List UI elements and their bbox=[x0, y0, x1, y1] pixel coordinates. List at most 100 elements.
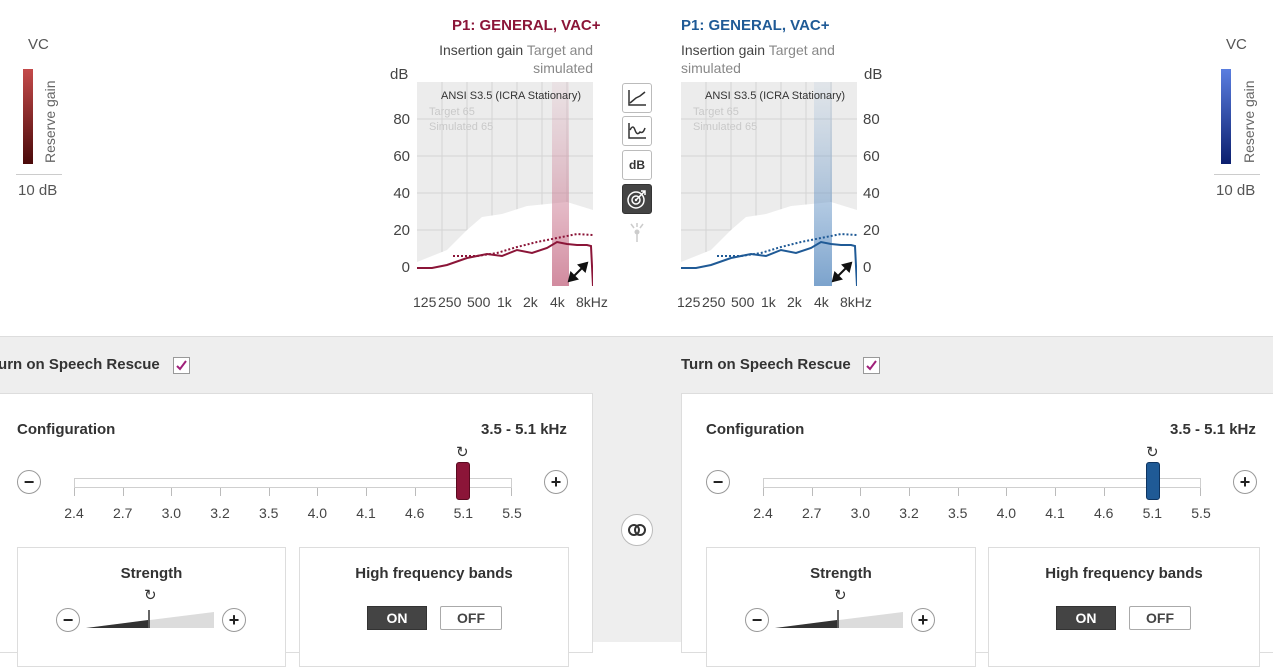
left-strength-minus-button[interactable]: − bbox=[56, 608, 80, 632]
left-config-ticks bbox=[74, 488, 512, 498]
y-tick: 20 bbox=[393, 222, 410, 239]
left-strength-ramp[interactable] bbox=[86, 606, 216, 628]
y-tick: 60 bbox=[393, 148, 410, 165]
right-strength-plus-button[interactable]: + bbox=[911, 608, 935, 632]
right-strength-minus-button[interactable]: − bbox=[745, 608, 769, 632]
left-graph-subtitle: Insertion gain Target and simulated bbox=[390, 41, 593, 77]
right-config-label: Configuration bbox=[706, 421, 805, 438]
left-strength-label: Strength bbox=[120, 565, 183, 582]
left-config-minus-button[interactable]: − bbox=[17, 470, 41, 494]
scale-label: 3.2 bbox=[899, 505, 919, 521]
vc-left-divider bbox=[16, 174, 62, 175]
x-tick: 4k bbox=[814, 294, 829, 310]
right-config-ticks bbox=[763, 488, 1201, 498]
y-tick: 0 bbox=[401, 259, 410, 276]
scale-label: 5.5 bbox=[502, 505, 522, 521]
scale-label: 3.5 bbox=[258, 505, 279, 521]
left-legend-simulated: Simulated 65 bbox=[429, 121, 494, 133]
right-hf-on-button[interactable]: ON bbox=[1056, 606, 1116, 630]
right-hf-bands-card: High frequency bands ON OFF bbox=[988, 547, 1260, 667]
x-tick: 125 bbox=[413, 294, 437, 310]
right-strength-label: Strength bbox=[810, 565, 872, 582]
y-tick: 0 bbox=[863, 259, 872, 276]
x-tick: 500 bbox=[731, 294, 755, 310]
left-config-slider-track[interactable] bbox=[74, 478, 512, 488]
y-tick: 60 bbox=[863, 148, 880, 165]
right-hf-bands-label: High frequency bands bbox=[1045, 565, 1203, 582]
left-hf-off-button[interactable]: OFF bbox=[440, 606, 502, 630]
right-speech-rescue-label: Turn on Speech Rescue bbox=[681, 356, 851, 373]
vc-right-side-label: Reserve gain bbox=[1241, 80, 1257, 164]
reset-icon[interactable]: ↻ bbox=[456, 444, 469, 461]
left-config-value: 3.5 - 5.1 kHz bbox=[481, 421, 567, 438]
left-config-label: Configuration bbox=[17, 421, 116, 438]
scale-label: 5.1 bbox=[1142, 505, 1163, 521]
reset-icon[interactable]: ↻ bbox=[144, 587, 157, 604]
right-subtitle-main: Insertion gain bbox=[681, 42, 766, 58]
left-standard-label: ANSI S3.5 (ICRA Stationary) bbox=[441, 90, 581, 102]
x-tick: 250 bbox=[438, 294, 462, 310]
frequency-response-button[interactable] bbox=[622, 116, 652, 146]
target-button[interactable] bbox=[622, 184, 652, 214]
right-gain-plot[interactable]: ANSI S3.5 (ICRA Stationary) Target 65 Si… bbox=[681, 82, 857, 286]
x-tick: 500 bbox=[467, 294, 491, 310]
scale-label: 3.0 bbox=[850, 505, 871, 521]
vc-right-value: 10 dB bbox=[1216, 182, 1256, 199]
scale-label: 5.5 bbox=[1191, 505, 1211, 521]
left-gain-plot[interactable]: ANSI S3.5 (ICRA Stationary) Target 65 Si… bbox=[417, 82, 593, 286]
right-config-scale: 2.4 2.7 3.0 3.2 3.5 4.0 4.1 4.6 5.1 5.5 bbox=[743, 505, 1223, 525]
left-subtitle-main: Insertion gain bbox=[439, 42, 524, 58]
right-config-slider-track[interactable] bbox=[763, 478, 1201, 488]
scale-label: 3.2 bbox=[210, 505, 230, 521]
left-legend-target: Target 65 bbox=[429, 106, 475, 118]
link-sides-button[interactable] bbox=[621, 514, 653, 546]
scale-label: 2.4 bbox=[64, 505, 84, 521]
right-graph-subtitle: Insertion gain Target and simulated bbox=[681, 41, 871, 77]
y-tick: 40 bbox=[393, 185, 410, 202]
scale-label: 2.7 bbox=[112, 505, 133, 521]
x-tick: 2k bbox=[523, 294, 538, 310]
right-hf-off-button[interactable]: OFF bbox=[1129, 606, 1191, 630]
x-tick: 125 bbox=[677, 294, 701, 310]
scale-label: 3.5 bbox=[947, 505, 968, 521]
right-speech-rescue-checkbox[interactable] bbox=[863, 357, 880, 374]
scale-label: 4.6 bbox=[1093, 505, 1114, 521]
db-button[interactable]: dB bbox=[622, 150, 652, 180]
y-tick: 80 bbox=[393, 111, 410, 128]
x-tick: 8kHz bbox=[840, 294, 872, 310]
left-program-title: P1: GENERAL, VAC+ bbox=[452, 17, 601, 34]
curve-graph-icon bbox=[628, 90, 646, 106]
left-config-plus-button[interactable]: + bbox=[544, 470, 568, 494]
right-config-plus-button[interactable]: + bbox=[1233, 470, 1257, 494]
right-config-value: 3.5 - 5.1 kHz bbox=[1170, 421, 1256, 438]
checkmark-icon bbox=[176, 360, 187, 371]
link-icon bbox=[628, 524, 646, 536]
left-subtitle-muted: Target and simulated bbox=[526, 42, 593, 76]
right-strength-card: Strength ↻ − + bbox=[706, 547, 976, 667]
left-hf-on-button[interactable]: ON bbox=[367, 606, 427, 630]
left-strength-plus-button[interactable]: + bbox=[222, 608, 246, 632]
right-strength-ramp[interactable] bbox=[775, 606, 905, 628]
right-legend-simulated: Simulated 65 bbox=[693, 121, 758, 133]
left-speech-rescue-checkbox[interactable] bbox=[173, 357, 190, 374]
touch-gesture-icon bbox=[630, 223, 644, 242]
reset-icon[interactable]: ↻ bbox=[1146, 444, 1159, 461]
x-tick: 4k bbox=[550, 294, 565, 310]
x-tick: 250 bbox=[702, 294, 726, 310]
x-tick: 2k bbox=[787, 294, 802, 310]
right-gain-svg bbox=[681, 82, 857, 286]
scale-label: 4.1 bbox=[1045, 505, 1065, 521]
x-tick: 1k bbox=[761, 294, 776, 310]
vc-left-title: VC bbox=[28, 36, 49, 53]
right-config-slider-thumb[interactable] bbox=[1146, 462, 1160, 500]
right-config-minus-button[interactable]: − bbox=[706, 470, 730, 494]
right-program-title: P1: GENERAL, VAC+ bbox=[681, 17, 830, 34]
left-config-card: Configuration 3.5 - 5.1 kHz ↻ − + 2.4 2.… bbox=[0, 393, 593, 667]
target-icon bbox=[627, 190, 646, 209]
left-config-slider-thumb[interactable] bbox=[456, 462, 470, 500]
left-config-scale: 2.4 2.7 3.0 3.2 3.5 4.0 4.1 4.6 5.1 5.5 bbox=[54, 505, 534, 525]
scale-label: 3.0 bbox=[161, 505, 182, 521]
curve-graph-button[interactable] bbox=[622, 83, 652, 113]
touch-gesture-button[interactable] bbox=[622, 218, 652, 248]
reset-icon[interactable]: ↻ bbox=[834, 587, 847, 604]
